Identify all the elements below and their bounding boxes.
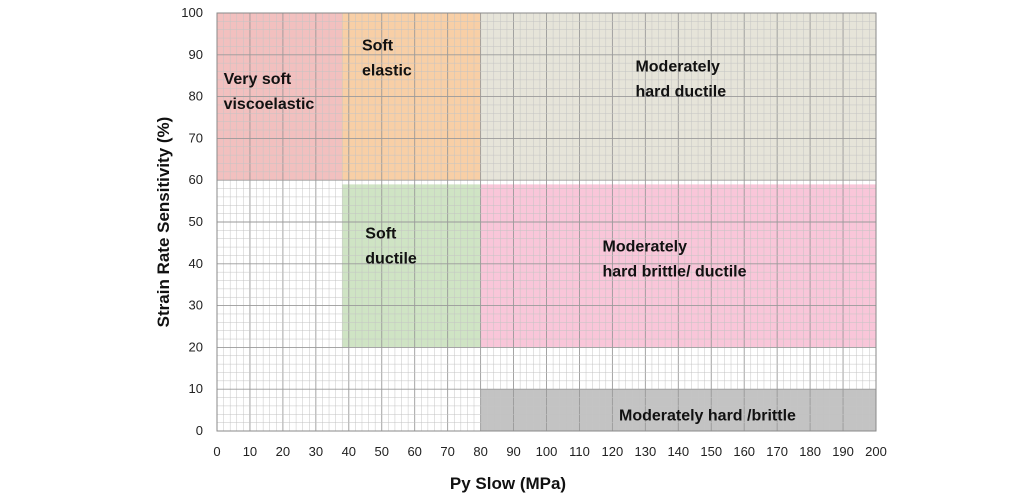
grid-layer [216, 12, 877, 432]
region-label-line: hard brittle/ ductile [603, 263, 747, 280]
x-tick-label: 180 [799, 444, 821, 459]
region-label: Moderately hard /brittle [619, 408, 796, 425]
region-label: Very soft viscoelastic [224, 71, 315, 113]
region-label: Moderately hard brittle/ ductile [603, 238, 747, 280]
y-axis-title: Strain Rate Sensitivity (%) [154, 117, 173, 328]
y-tick-label: 40 [189, 256, 203, 271]
x-tick-label: 100 [536, 444, 558, 459]
x-tick-label: 50 [375, 444, 389, 459]
region-label-line: viscoelastic [224, 96, 315, 113]
tick-labels-layer: 0 10 20 30 40 50 60 70 80 90 100 110 120 130 140 150 160… [181, 5, 887, 459]
region-label: Soft elastic [362, 38, 412, 80]
x-axis-title: Py Slow (MPa) [450, 474, 566, 493]
region-label-line: Moderately hard /brittle [619, 408, 796, 425]
x-tick-label: 40 [342, 444, 356, 459]
plot-border [216, 12, 877, 432]
region-label-line: Soft [362, 38, 394, 55]
x-tick-label: 70 [440, 444, 454, 459]
region-label-line: elastic [362, 63, 412, 80]
y-tick-label: 50 [189, 214, 203, 229]
x-tick-label: 140 [667, 444, 689, 459]
x-tick-label: 130 [634, 444, 656, 459]
region-label-line: hard ductile [635, 84, 726, 101]
x-tick-label: 20 [276, 444, 290, 459]
y-tick-label: 80 [189, 89, 203, 104]
region-label-line: Very soft [224, 71, 292, 88]
x-tick-label: 90 [506, 444, 520, 459]
region-label-line: ductile [365, 251, 417, 268]
y-tick-label: 70 [189, 130, 203, 145]
x-tick-label: 110 [569, 444, 590, 459]
x-tick-label: 160 [733, 444, 755, 459]
x-tick-label: 190 [832, 444, 854, 459]
y-tick-label: 0 [196, 423, 203, 438]
region-soft-ductile [342, 184, 481, 348]
region-label: Moderately hard ductile [635, 59, 726, 101]
region-label: Soft ductile [365, 226, 417, 268]
x-tick-label: 60 [407, 444, 421, 459]
x-tick-label: 150 [700, 444, 722, 459]
x-tick-label: 30 [309, 444, 323, 459]
x-tick-label: 80 [473, 444, 487, 459]
y-tick-label: 60 [189, 172, 203, 187]
y-tick-label: 90 [189, 47, 203, 62]
y-tick-label: 20 [189, 339, 203, 354]
region-labels-layer: Very soft viscoelastic Soft elastic Moderate… [224, 38, 796, 425]
x-tick-label: 0 [213, 444, 220, 459]
region-label-line: Moderately [635, 59, 720, 76]
region-label-line: Moderately [603, 238, 688, 255]
x-tick-label: 170 [766, 444, 788, 459]
y-tick-label: 10 [189, 381, 203, 396]
y-tick-label: 100 [181, 5, 203, 20]
region-label-line: Soft [365, 226, 397, 243]
x-tick-label: 10 [243, 444, 257, 459]
x-tick-label: 120 [602, 444, 624, 459]
x-tick-label: 200 [865, 444, 887, 459]
y-tick-label: 30 [189, 298, 203, 313]
